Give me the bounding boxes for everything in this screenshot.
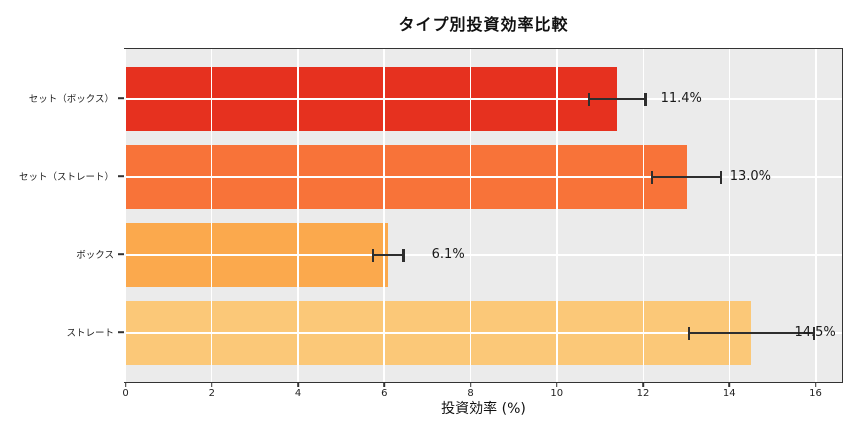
x-tick-mark [211,383,213,387]
error-bar-line [651,175,722,179]
error-bar-cap [719,170,723,184]
plot-area: 11.4% 13.0% 6.1% 14.5% [124,48,843,383]
x-tick-mark [728,383,731,387]
gridline-vertical [642,49,645,382]
error-bar-cap [372,248,375,262]
x-tick-mark [642,383,644,387]
gridline-vertical [383,49,385,382]
gridline-horizontal [125,254,842,256]
x-tick-label: 10 [550,388,564,399]
y-tick-label: セット（ストレート） [18,172,114,183]
y-tick-mark [118,253,124,255]
x-tick-mark [469,383,472,387]
x-tick-mark [383,383,386,387]
error-bar-line [373,253,404,257]
error-bar-line [688,331,814,335]
y-tick-mark [118,97,124,99]
gridline-vertical [556,49,558,382]
x-tick-label: 14 [722,388,736,399]
y-tick-mark [118,331,124,333]
error-bar-cap [687,326,690,340]
gridline-vertical [210,49,213,382]
gridline-vertical [296,49,299,382]
x-tick-label: 12 [636,388,650,399]
x-tick-label: 6 [381,388,388,399]
gridline-vertical [815,49,817,382]
y-tick-mark [118,175,124,177]
gridline-horizontal [125,332,842,334]
gridline-vertical [469,49,472,382]
x-tick-label: 16 [809,388,822,399]
value-label: 14.5% [794,325,836,341]
gridline-horizontal [125,176,842,178]
error-bar-cap [588,92,591,106]
gridline-vertical [728,49,731,382]
x-axis-label: 投資効率 (%) [441,401,526,417]
error-bar-line [589,97,646,101]
error-bar-cap [812,326,815,340]
gridline-horizontal [125,98,842,100]
x-tick-label: 2 [208,388,216,399]
y-tick-label: セット（ボックス） [28,94,114,105]
y-tick-label: ボックス [76,250,114,261]
x-tick-mark [124,383,127,387]
value-label: 13.0% [729,169,771,185]
y-tick-label: ストレート [66,328,114,339]
value-label: 11.4% [660,91,702,107]
error-bar-cap [650,170,654,184]
error-bar-cap [644,92,647,106]
x-tick-mark [814,383,817,387]
x-tick-mark [556,383,558,387]
x-tick-label: 4 [294,388,302,399]
chart-title: タイプ別投資効率比較 [398,15,569,34]
x-tick-label: 0 [122,388,129,399]
x-tick-mark [297,383,299,387]
gridline-vertical [124,49,126,382]
error-bar-cap [402,248,405,262]
x-tick-label: 8 [467,388,474,399]
value-label: 6.1% [431,247,465,263]
